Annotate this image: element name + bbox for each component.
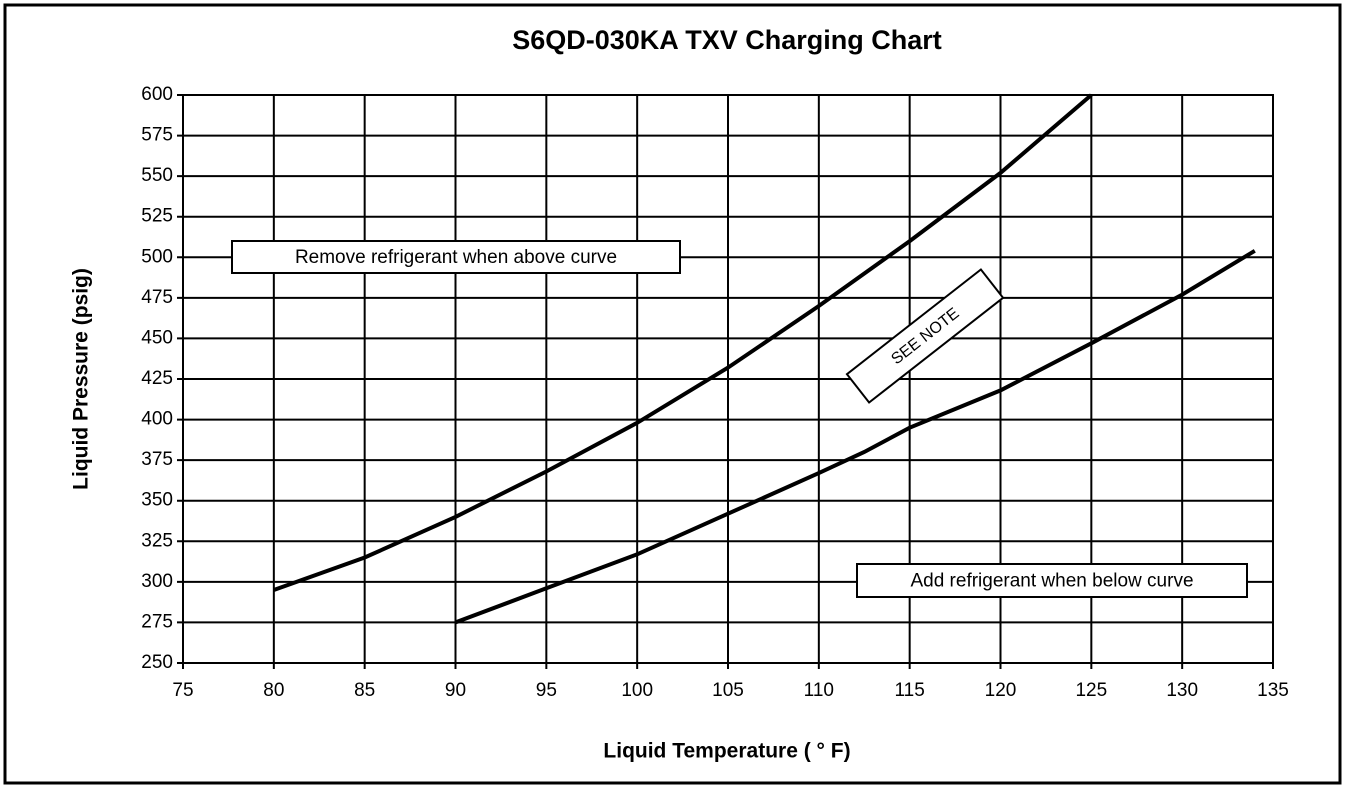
x-tick-label: 85 bbox=[354, 680, 375, 701]
y-tick-label: 550 bbox=[141, 165, 173, 186]
x-tick-label: 110 bbox=[804, 680, 834, 701]
x-tick-label: 105 bbox=[712, 680, 744, 701]
x-tick-label: 100 bbox=[621, 680, 653, 701]
y-tick-label: 525 bbox=[141, 206, 173, 227]
x-tick-label: 115 bbox=[895, 680, 925, 701]
line bbox=[454, 249, 1256, 625]
y-tick-label: 450 bbox=[141, 327, 173, 348]
y-tick-label: 475 bbox=[141, 287, 173, 308]
note: Add refrigerant when below curve bbox=[910, 571, 1193, 592]
x-axis-label: Liquid Temperature ( ° F) bbox=[603, 740, 850, 763]
x-tick-label: 80 bbox=[263, 680, 284, 701]
x-tick-label: 75 bbox=[172, 680, 193, 701]
note-box bbox=[231, 240, 681, 274]
line bbox=[273, 93, 1093, 592]
y-tick-label: 250 bbox=[141, 652, 173, 673]
note-box bbox=[856, 563, 1248, 598]
x-tick-label: 125 bbox=[1075, 680, 1107, 701]
y-tick-label: 575 bbox=[141, 125, 173, 146]
y-tick-label: 300 bbox=[141, 571, 173, 592]
x-tick-label: 95 bbox=[536, 680, 557, 701]
x-tick-label: 135 bbox=[1257, 680, 1289, 701]
x-tick-label: 120 bbox=[985, 680, 1017, 701]
note-box bbox=[845, 268, 1005, 404]
y-tick-label: 325 bbox=[141, 530, 173, 551]
x-tick-label: 90 bbox=[445, 680, 466, 701]
y-tick-label: 275 bbox=[141, 611, 173, 632]
y-tick-label: 375 bbox=[141, 449, 173, 470]
y-tick-label: 600 bbox=[141, 84, 173, 105]
chart-title: S6QD-030KA TXV Charging Chart bbox=[512, 25, 942, 55]
note: Remove refrigerant when above curve bbox=[295, 247, 617, 268]
y-tick-label: 400 bbox=[141, 409, 173, 430]
y-tick-label: 425 bbox=[141, 368, 173, 389]
y-tick-label: 500 bbox=[141, 246, 173, 267]
note-group: SEE NOTE bbox=[845, 268, 1005, 404]
y-axis-label: Liquid Pressure (psig) bbox=[70, 268, 93, 490]
y-tick-label: 350 bbox=[141, 490, 173, 511]
x-tick-label: 130 bbox=[1166, 680, 1198, 701]
